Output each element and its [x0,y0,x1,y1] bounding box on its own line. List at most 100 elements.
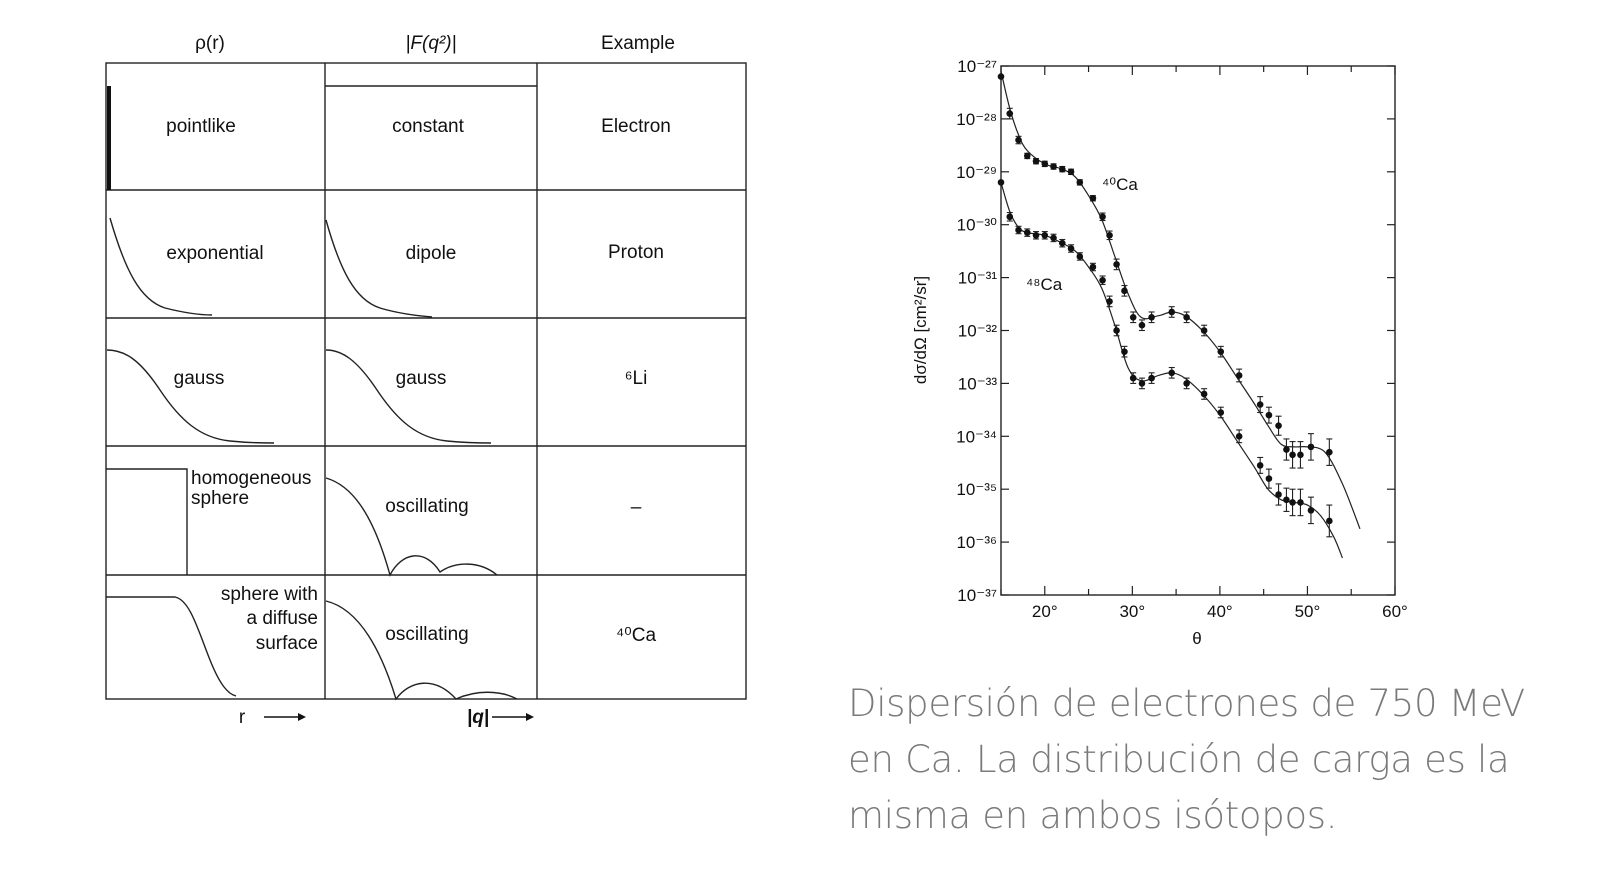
data-point-series-0 [1168,308,1176,316]
data-point-series-1 [1076,253,1084,260]
q-arrow-icon [492,713,534,721]
data-point-series-1 [1113,327,1120,334]
y-tick-label: 10⁻²⁸ [956,110,997,129]
oscillating-form-factor-curve-2 [325,600,518,701]
data-point-series-0 [1023,152,1031,160]
data-point-series-0 [1050,163,1057,170]
data-point-series-1 [1200,390,1208,398]
data-point-series-0 [1289,451,1296,459]
data-point-series-0 [1058,165,1066,173]
row5-density-label-line1: sphere with [221,584,318,605]
data-point-series-1 [1183,380,1190,387]
data-point-series-1 [1275,491,1282,498]
x-tick-label: 60° [1382,602,1408,621]
y-tick-label: 10⁻³⁷ [957,586,997,605]
data-point-series-0 [1283,446,1290,453]
data-point-series-0 [1121,287,1128,295]
x-tick-label: 50° [1295,602,1321,621]
data-point-series-1 [1289,499,1296,506]
data-point-series-1 [1067,245,1075,252]
data-point-series-1 [1121,348,1128,355]
y-tick-label: 10⁻³⁵ [956,480,997,499]
data-point-series-0 [1138,321,1146,329]
y-axis-label: dσ/dΩ [cm²/sr] [911,276,930,384]
data-point-series-1 [1041,231,1049,239]
header-example: Example [601,33,675,54]
data-point-series-1 [1032,231,1040,239]
data-point-series-0 [1200,327,1208,334]
homogeneous-sphere-density-curve [106,468,188,575]
gauss-density-curve [106,349,275,444]
data-point-series-0 [1076,179,1084,186]
data-point-series-0 [1275,422,1282,430]
row4-density-label-line1: homogeneous [191,468,311,489]
data-point-series-0 [1217,348,1225,355]
data-point-series-1 [1283,496,1290,504]
data-point-series-1 [1106,298,1113,305]
row4-example: – [631,497,642,518]
data-point-series-0 [1235,372,1243,379]
row2-example: Proton [608,242,664,263]
y-tick-label: 10⁻³⁴ [956,427,997,446]
row5-density-label-line3: surface [256,633,318,654]
row1-example: Electron [601,116,671,137]
row3-form-factor-label: gauss [396,368,447,389]
data-point-series-1 [1138,380,1146,387]
fit-curve-series-0 [1000,71,1361,530]
data-point-series-0 [1089,194,1097,202]
y-tick-label: 10⁻³³ [958,374,998,393]
y-tick-label: 10⁻³² [958,322,998,341]
y-tick-label: 10⁻³⁶ [956,533,997,552]
header-form-factor: |F(q²)| [405,33,456,54]
data-point-series-1 [1326,517,1333,525]
row5-example: ⁴⁰Ca [616,625,657,646]
q-axis-label: |q| [467,707,489,728]
data-point-series-1 [1256,462,1264,469]
data-point-series-1 [1023,229,1031,236]
y-axis-ticks: 10⁻²⁷ 10⁻²⁸ 10⁻²⁹ 10⁻³⁰ 10⁻³¹ 10⁻³² 10⁻³³ 10⁻³⁴… [956,57,1395,605]
figure-caption: Dispersión de electrones de 750 MeV en C… [848,676,1568,844]
data-point-series-1 [1235,433,1243,440]
row5-density-label-line2: a diffuse [247,608,318,629]
data-point-series-0 [1326,448,1333,456]
row1-form-factor-label: constant [392,116,465,137]
caption-line-2: en Ca. La distribución de carga es la [848,738,1510,781]
exponential-density-curve [109,217,213,316]
y-tick-label: 10⁻³⁰ [957,216,998,235]
data-point-series-1 [1058,239,1066,247]
data-point-series-1 [1148,374,1155,382]
data-point-series-0 [1006,110,1014,117]
row1-density-label: pointlike [166,116,236,137]
data-point-series-1 [1297,499,1304,506]
row2-density-label: exponential [166,243,263,264]
data-point-series-0 [1032,157,1040,165]
data-point-series-1 [997,179,1005,186]
data-point-series-0 [1015,136,1022,144]
row5-form-factor-label: oscillating [385,624,468,645]
dipole-form-factor-curve [325,219,433,318]
data-point-series-0 [1307,443,1315,451]
oscillating-form-factor-curve-1 [325,477,498,577]
data-point-series-1 [1015,226,1022,234]
plot-frame [1000,65,1396,596]
data-point-series-0 [1106,231,1113,239]
fit-curves [1000,71,1361,559]
y-tick-label: 10⁻²⁹ [956,163,997,182]
diffuse-sphere-density-curve [106,596,237,697]
row3-example: ⁶Li [625,368,648,389]
caption-line-1: Dispersión de electrones de 750 MeV [848,682,1525,725]
data-point-series-0 [1297,451,1304,459]
data-point-series-0 [997,73,1005,80]
x-tick-label: 20° [1032,602,1058,621]
data-point-series-0 [1148,313,1155,321]
data-point-series-1 [1129,374,1137,382]
x-tick-label: 30° [1119,602,1145,621]
data-points [997,73,1333,538]
data-point-series-0 [1265,411,1273,419]
table-grid [105,62,747,700]
cross-section-chart: 10⁻²⁷ 10⁻²⁸ 10⁻²⁹ 10⁻³⁰ 10⁻³¹ 10⁻³² 10⁻³³ 10⁻³⁴… [911,57,1408,648]
data-point-series-0 [1129,313,1137,321]
data-point-series-0 [1099,213,1106,221]
header-density: ρ(r) [195,33,225,54]
data-point-series-1 [1089,263,1097,271]
